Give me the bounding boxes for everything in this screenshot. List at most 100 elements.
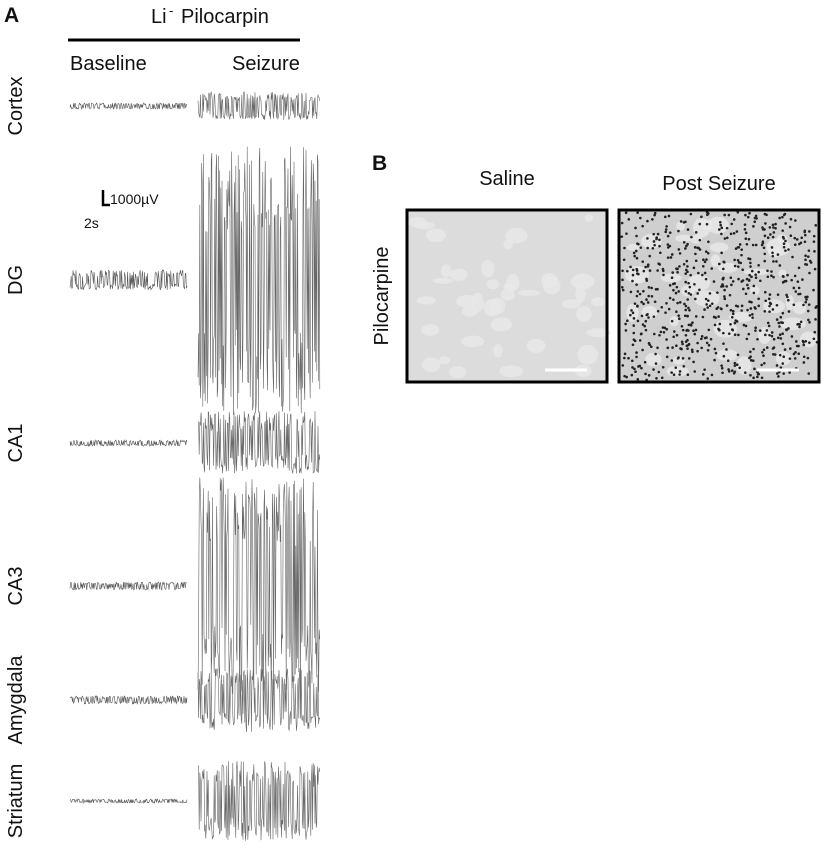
stained-cell xyxy=(804,254,807,257)
traces: Cortex DG CA1 CA3 Amygdala Striatum xyxy=(5,77,321,841)
stained-cell xyxy=(765,329,769,332)
stained-cell xyxy=(691,321,694,324)
stained-cell xyxy=(685,268,688,272)
stained-cell xyxy=(802,303,805,307)
stained-cell xyxy=(702,258,705,262)
stained-cell xyxy=(706,213,709,217)
stained-cell xyxy=(706,377,710,380)
stained-cell xyxy=(694,315,698,318)
stained-cell xyxy=(682,364,686,368)
stained-cell xyxy=(808,321,811,324)
tissue-blob xyxy=(425,228,446,243)
tissue-blob xyxy=(709,242,729,253)
stained-cell xyxy=(621,269,624,273)
stained-cell xyxy=(664,230,668,234)
stained-cell xyxy=(746,308,749,312)
stained-cell xyxy=(733,264,737,268)
stained-cell xyxy=(745,277,749,281)
stained-cell xyxy=(656,346,659,350)
stained-cell xyxy=(770,270,773,273)
stained-cell xyxy=(666,243,670,246)
stained-cell xyxy=(747,237,751,241)
stained-cell xyxy=(644,372,647,376)
tissue-blob xyxy=(669,315,679,327)
stained-cell xyxy=(748,211,751,215)
stained-cell xyxy=(652,368,655,371)
stained-cell xyxy=(746,286,750,290)
stained-cell xyxy=(778,353,782,357)
stained-cell xyxy=(705,258,708,261)
stained-cell xyxy=(644,319,648,323)
stained-cell xyxy=(802,355,806,359)
stained-cell xyxy=(705,341,709,345)
stained-cell xyxy=(668,284,672,287)
stained-cell xyxy=(635,355,638,359)
frame xyxy=(405,208,609,384)
stained-cell xyxy=(658,238,661,242)
stained-cell xyxy=(667,214,671,218)
trace xyxy=(197,411,321,474)
stained-cell xyxy=(636,377,640,381)
stained-cell xyxy=(659,251,662,255)
stained-cell xyxy=(775,260,778,263)
stained-cell xyxy=(752,376,755,380)
stained-cell xyxy=(803,240,807,244)
stained-cell xyxy=(807,372,811,375)
stained-cell xyxy=(746,283,749,287)
stained-cell xyxy=(684,272,688,275)
row-label: Pilocarpine xyxy=(371,247,393,346)
stained-cell xyxy=(693,370,697,373)
header-superscript: - xyxy=(169,3,173,18)
stained-cell xyxy=(654,352,657,356)
stained-cell xyxy=(685,244,688,248)
stained-cell xyxy=(666,256,670,259)
tissue-blob xyxy=(449,268,468,281)
stained-cell xyxy=(656,269,659,272)
stained-cell xyxy=(653,300,657,304)
stained-cell xyxy=(704,297,708,301)
stained-cell xyxy=(663,215,667,219)
stained-cell xyxy=(667,307,671,311)
row-label: CA1 xyxy=(5,424,27,463)
tissue-blob xyxy=(486,279,500,290)
stained-cell xyxy=(763,290,767,294)
stained-cell xyxy=(808,230,811,233)
stained-cell xyxy=(732,231,736,235)
stained-cell xyxy=(647,294,650,298)
stained-cell xyxy=(688,308,691,312)
stained-cell xyxy=(629,313,632,317)
stained-cell xyxy=(744,213,747,217)
stained-cell xyxy=(751,313,754,316)
stained-cell xyxy=(636,319,640,323)
stained-cell xyxy=(643,360,647,364)
stained-cell xyxy=(707,328,711,332)
tissue-blob xyxy=(421,357,441,373)
stained-cell xyxy=(806,255,810,258)
stained-cell xyxy=(798,325,801,329)
trace xyxy=(69,798,188,805)
stained-cell xyxy=(706,348,710,352)
stained-cell xyxy=(720,366,724,370)
stained-cell xyxy=(675,333,679,337)
stained-cell xyxy=(804,262,807,266)
stained-cell xyxy=(798,242,801,246)
stained-cell xyxy=(722,261,726,264)
stained-cell xyxy=(686,228,690,231)
stained-cell xyxy=(707,299,710,302)
stained-cell xyxy=(782,372,785,375)
stained-cell xyxy=(762,348,766,352)
stained-cell xyxy=(777,321,781,325)
stained-cell xyxy=(768,226,772,229)
stained-cell xyxy=(687,342,691,346)
stained-cell xyxy=(676,301,679,305)
trace xyxy=(69,439,188,448)
stained-cell xyxy=(632,317,636,320)
stained-cell xyxy=(752,225,755,228)
trace xyxy=(197,146,321,416)
stained-cell xyxy=(661,267,665,271)
stained-cell xyxy=(635,351,638,354)
stained-cell xyxy=(752,291,756,295)
stained-cell xyxy=(772,337,776,341)
stained-cell xyxy=(734,304,738,308)
stained-cell xyxy=(813,250,816,253)
